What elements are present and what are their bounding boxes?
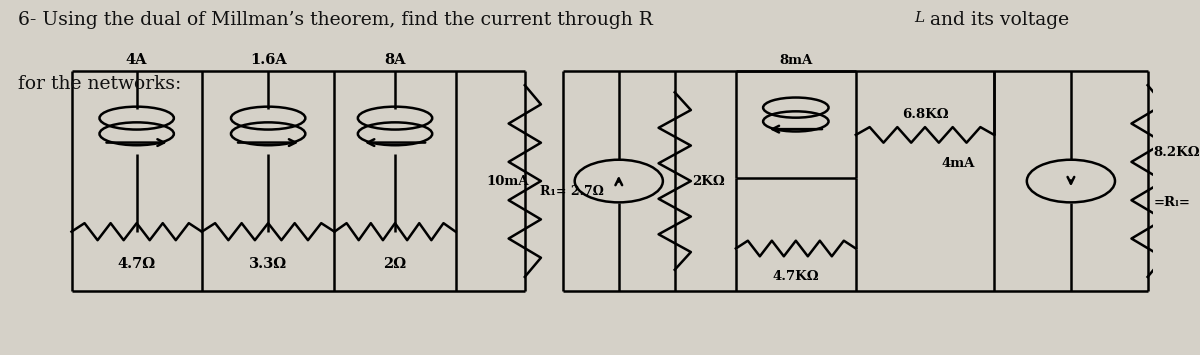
Text: 4.7Ω: 4.7Ω <box>118 257 156 271</box>
Text: 6.8KΩ: 6.8KΩ <box>901 108 948 121</box>
Text: 1.6A: 1.6A <box>250 54 287 67</box>
Text: L: L <box>914 11 924 24</box>
Text: for the networks:: for the networks: <box>18 75 181 93</box>
Text: 8.2KΩ: 8.2KΩ <box>1153 146 1200 159</box>
Text: 10mA: 10mA <box>486 175 529 187</box>
Text: R₁= 2.7Ω: R₁= 2.7Ω <box>540 185 604 198</box>
Text: 4.7KΩ: 4.7KΩ <box>773 270 820 283</box>
Text: 6- Using the dual of Millman’s theorem, find the current through R: 6- Using the dual of Millman’s theorem, … <box>18 11 653 29</box>
Text: 3.3Ω: 3.3Ω <box>250 257 287 271</box>
Text: and its voltage: and its voltage <box>924 11 1069 29</box>
Text: 2KΩ: 2KΩ <box>692 175 725 187</box>
Text: =Rₗ=: =Rₗ= <box>1153 196 1190 209</box>
Text: 4A: 4A <box>126 54 148 67</box>
Text: 8mA: 8mA <box>779 54 812 67</box>
Text: 4mA: 4mA <box>942 157 974 170</box>
Text: 8A: 8A <box>384 54 406 67</box>
Text: 2Ω: 2Ω <box>384 257 407 271</box>
